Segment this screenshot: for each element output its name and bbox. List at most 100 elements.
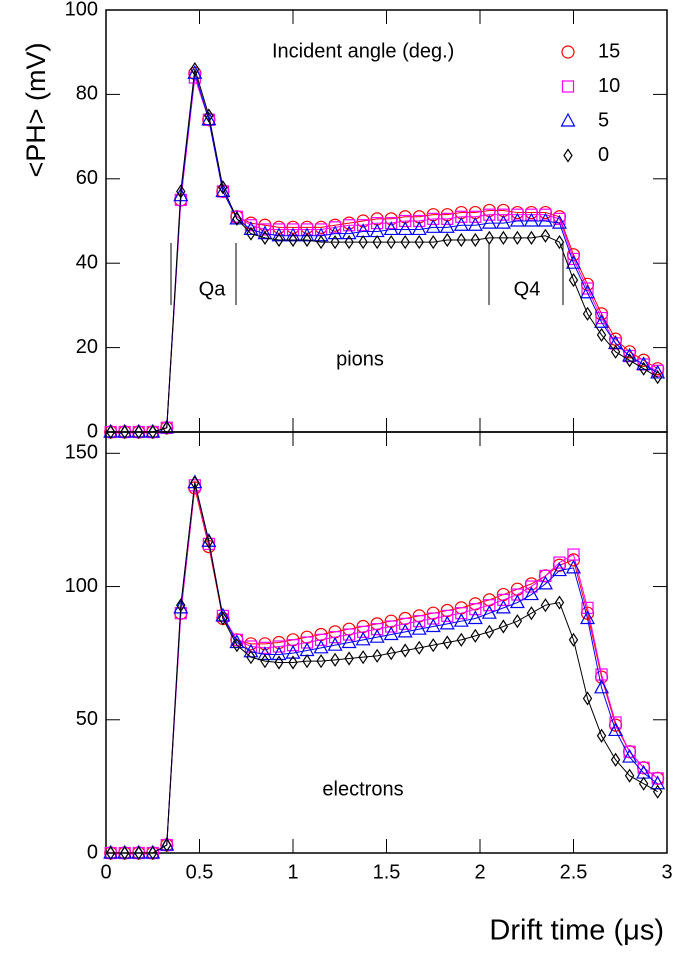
series-line: [110, 68, 658, 433]
marker: [385, 217, 398, 230]
marker: [425, 618, 441, 633]
marker: [596, 327, 607, 343]
region-label: Qa: [199, 278, 227, 300]
marker: [148, 424, 158, 440]
marker: [314, 633, 328, 646]
marker: [609, 716, 622, 729]
marker: [215, 607, 231, 622]
series-line: [110, 73, 658, 433]
marker: [453, 216, 469, 231]
marker: [456, 632, 467, 647]
legend-marker: [563, 148, 573, 163]
marker: [271, 227, 287, 242]
marker: [105, 424, 116, 440]
marker: [300, 636, 314, 649]
marker: [316, 235, 326, 250]
x-tick-label: 2.5: [560, 861, 588, 883]
marker: [341, 225, 357, 240]
marker: [441, 609, 454, 622]
marker: [428, 638, 438, 653]
marker: [470, 628, 481, 643]
marker: [414, 235, 424, 250]
marker: [372, 235, 382, 250]
region-markers: [170, 243, 564, 305]
marker: [288, 655, 298, 670]
marker: [400, 235, 410, 250]
marker: [215, 183, 231, 198]
marker: [540, 598, 551, 613]
marker: [455, 607, 468, 620]
marker: [327, 225, 343, 240]
marker: [622, 347, 638, 362]
series-line: [110, 73, 658, 433]
marker: [272, 640, 286, 653]
marker: [372, 648, 382, 663]
y-axis-label: <PH> (mV): [21, 42, 51, 177]
marker: [638, 361, 649, 376]
marker: [299, 227, 315, 242]
y-tick-label: 60: [76, 167, 98, 189]
marker: [497, 208, 510, 221]
marker: [526, 230, 537, 245]
marker: [652, 784, 663, 799]
marker: [399, 617, 412, 630]
marker: [397, 623, 413, 638]
marker: [314, 223, 328, 236]
region-label: Q4: [514, 278, 541, 300]
marker: [512, 230, 523, 245]
legend-marker: [561, 45, 575, 59]
marker: [425, 219, 441, 233]
marker: [246, 650, 256, 665]
marker: [652, 370, 663, 385]
marker: [498, 230, 509, 245]
marker: [565, 559, 582, 574]
marker: [386, 646, 396, 661]
marker: [411, 221, 427, 236]
marker: [285, 644, 301, 659]
marker: [344, 651, 354, 666]
marker: [313, 639, 329, 654]
marker: [636, 356, 652, 371]
marker: [274, 232, 284, 248]
marker: [257, 225, 273, 240]
marker: [483, 208, 496, 221]
marker: [243, 221, 259, 236]
marker: [330, 652, 340, 667]
marker: [399, 214, 412, 228]
marker: [551, 562, 567, 577]
marker: [218, 611, 228, 626]
marker: [371, 623, 384, 636]
marker: [134, 424, 144, 440]
marker: [580, 284, 596, 299]
y-tick-label: 100: [65, 0, 98, 20]
marker: [204, 108, 214, 123]
marker: [190, 475, 200, 490]
marker: [453, 612, 469, 627]
marker: [343, 628, 356, 641]
marker: [622, 748, 638, 763]
marker: [467, 610, 483, 625]
marker: [397, 221, 413, 236]
series-line: [110, 485, 658, 854]
marker: [596, 728, 607, 743]
marker: [582, 306, 593, 321]
marker: [257, 646, 273, 661]
marker: [497, 593, 510, 606]
marker: [523, 586, 539, 601]
x-tick-label: 2: [474, 861, 485, 883]
marker: [260, 230, 270, 245]
marker: [344, 235, 354, 250]
marker: [369, 628, 385, 643]
marker: [523, 212, 539, 227]
marker: [357, 219, 370, 232]
marker: [525, 580, 538, 593]
marker: [427, 612, 440, 625]
marker: [610, 752, 621, 767]
marker: [218, 180, 228, 195]
marker: [568, 632, 579, 647]
marker: [371, 217, 384, 230]
marker: [581, 601, 594, 614]
marker: [286, 639, 300, 652]
marker: [439, 219, 455, 233]
